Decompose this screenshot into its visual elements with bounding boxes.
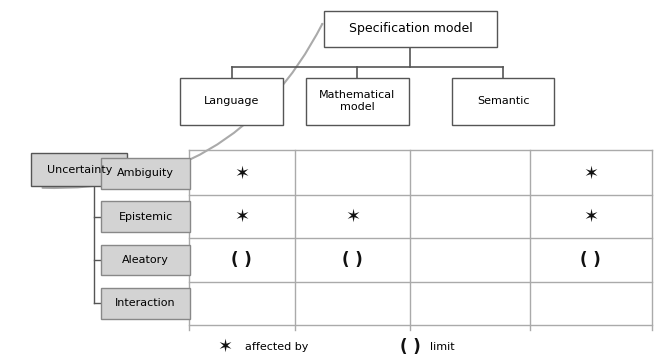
Text: ✶: ✶ (345, 208, 360, 226)
FancyBboxPatch shape (451, 78, 555, 125)
Text: ( ): ( ) (400, 338, 421, 356)
Text: Uncertainty: Uncertainty (47, 165, 112, 175)
Text: Mathematical
model: Mathematical model (319, 90, 396, 112)
Text: Semantic: Semantic (477, 96, 530, 106)
Text: ✶: ✶ (234, 208, 249, 226)
Text: Aleatory: Aleatory (122, 255, 169, 265)
FancyArrowPatch shape (42, 24, 322, 188)
Text: ( ): ( ) (581, 251, 601, 269)
FancyBboxPatch shape (101, 158, 191, 188)
Text: Specification model: Specification model (349, 22, 472, 35)
FancyBboxPatch shape (306, 78, 409, 125)
FancyBboxPatch shape (324, 11, 496, 47)
Text: ✶: ✶ (583, 164, 598, 182)
FancyBboxPatch shape (32, 153, 127, 186)
Text: ( ): ( ) (231, 251, 252, 269)
Text: Ambiguity: Ambiguity (117, 168, 174, 178)
FancyBboxPatch shape (101, 288, 191, 318)
FancyBboxPatch shape (101, 245, 191, 275)
Text: ✶: ✶ (234, 164, 249, 182)
FancyBboxPatch shape (180, 78, 283, 125)
Text: Epistemic: Epistemic (118, 212, 173, 222)
FancyBboxPatch shape (101, 201, 191, 232)
Text: affected by: affected by (245, 342, 308, 352)
Text: ✶: ✶ (218, 338, 232, 356)
Text: ✶: ✶ (583, 208, 598, 226)
Text: limit: limit (430, 342, 455, 352)
Text: ( ): ( ) (342, 251, 363, 269)
Text: Interaction: Interaction (115, 298, 176, 308)
Text: Language: Language (204, 96, 260, 106)
